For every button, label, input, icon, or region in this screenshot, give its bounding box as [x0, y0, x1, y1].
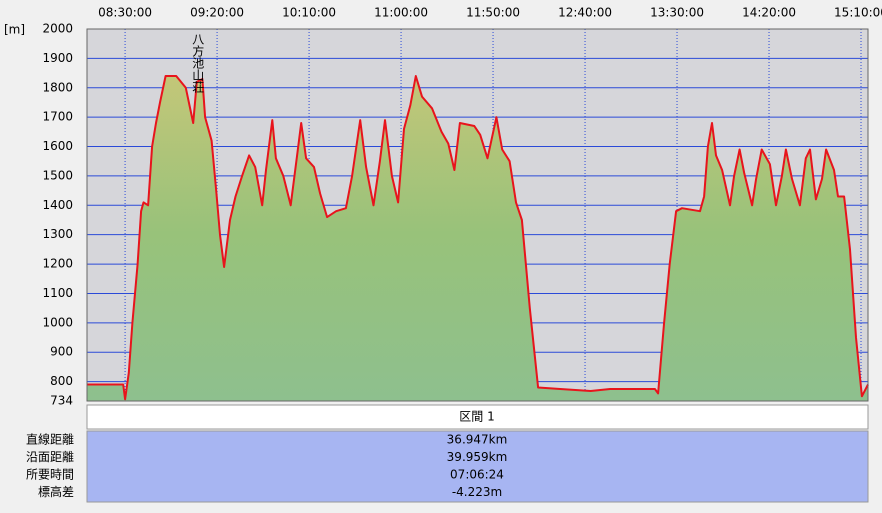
table-header: 区間 1	[459, 410, 494, 424]
row-label: 沿面距離	[26, 450, 74, 464]
y-tick-label: 1100	[42, 286, 73, 300]
y-tick-label: 1800	[42, 80, 73, 94]
plot-border	[86, 28, 869, 402]
row-label: 直線距離	[26, 432, 74, 447]
y-tick-label: 1500	[42, 168, 73, 182]
y-tick-label: 1600	[42, 139, 73, 153]
y-tick-label: 1200	[42, 257, 73, 271]
y-tick-label: 800	[50, 374, 73, 388]
x-tick-label: 08:30:00	[98, 6, 152, 20]
y-tick-label: 1000	[42, 315, 73, 329]
row-value: -4.223m	[452, 485, 502, 499]
row-label: 標高差	[38, 484, 74, 499]
row-label: 所要時間	[26, 468, 74, 482]
y-tick-label: 900	[50, 345, 73, 359]
row-value: 39.959km	[447, 450, 508, 464]
elevation-line	[87, 75, 869, 401]
table-body-bg	[86, 430, 869, 503]
area-fill	[87, 76, 868, 401]
y-unit: [m]	[4, 23, 25, 37]
annotation: 八方池山荘	[191, 33, 205, 94]
table-header-bg	[86, 404, 869, 430]
y-tick-label: 1300	[42, 227, 73, 241]
y-tick-label: 1900	[42, 51, 73, 65]
x-tick-label: 14:20:00	[742, 6, 796, 20]
y-tick-label: 1700	[42, 110, 73, 124]
row-value: 36.947km	[447, 433, 508, 447]
x-tick-label: 12:40:00	[558, 6, 612, 20]
y-tick-label: 2000	[42, 22, 73, 36]
x-tick-label: 10:10:00	[282, 6, 336, 20]
x-tick-label: 11:00:00	[374, 6, 428, 20]
y-tick-label: 734	[50, 394, 73, 408]
x-tick-label: 11:50:00	[466, 6, 520, 20]
x-tick-label: 09:20:00	[190, 6, 244, 20]
y-tick-label: 1400	[42, 198, 73, 212]
x-tick-label: 13:30:00	[650, 6, 704, 20]
row-value: 07:06:24	[450, 468, 504, 482]
x-tick-label: 15:10:00	[834, 6, 882, 20]
